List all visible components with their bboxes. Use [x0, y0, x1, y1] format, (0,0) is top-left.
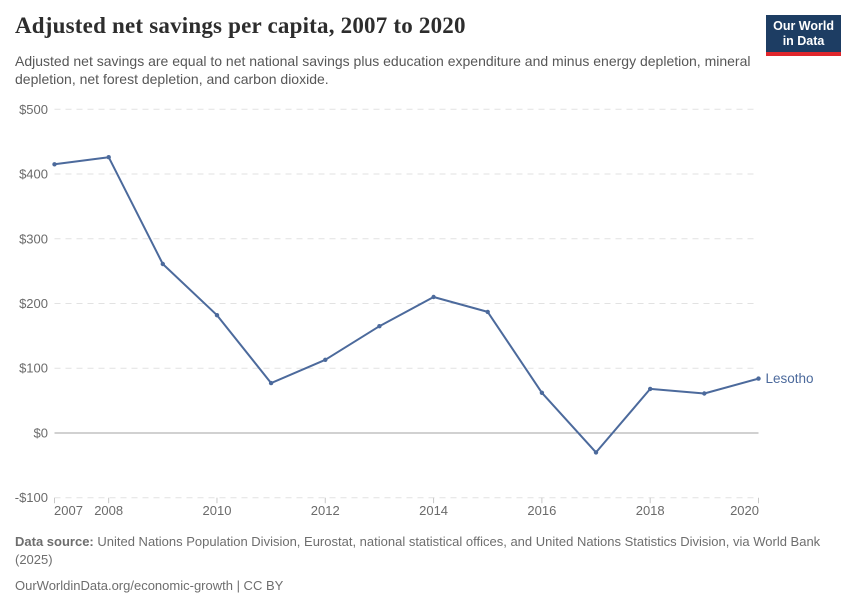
data-point — [756, 376, 761, 381]
data-point — [431, 294, 436, 300]
x-axis-label: 2020 — [730, 503, 759, 518]
page-subtitle: Adjusted net savings are equal to net na… — [15, 53, 751, 88]
x-axis-label: 2007 — [54, 503, 83, 518]
data-source-text: United Nations Population Division, Euro… — [15, 534, 821, 568]
page-title: Adjusted net savings per capita, 2007 to… — [15, 13, 466, 38]
data-point — [160, 261, 165, 267]
data-point — [214, 313, 220, 318]
data-source-label: Data source: — [15, 534, 94, 549]
data-point — [702, 391, 707, 396]
data-point — [52, 162, 57, 167]
data-source-line: Data source: United Nations Population D… — [15, 533, 837, 570]
line-chart-canvas: $500 $400 $300 $200 $100 $0 -$100 2007 2008 2010 2… — [15, 102, 814, 518]
x-axis-label: 2008 — [94, 503, 123, 518]
data-point — [485, 309, 490, 315]
data-point — [268, 380, 274, 386]
data-line — [53, 156, 760, 454]
data-point — [648, 386, 653, 392]
data-point — [539, 390, 545, 395]
y-axis-label: $400 — [19, 167, 48, 182]
y-axis-label: $100 — [19, 361, 48, 376]
x-axis-label: 2014 — [419, 503, 448, 518]
data-point — [377, 324, 382, 329]
x-axis-label: 2016 — [527, 503, 556, 518]
x-axis-label: 2012 — [311, 503, 340, 518]
citation-line: OurWorldinData.org/economic-growth | CC … — [15, 577, 284, 593]
owid-logo-line2: in Data — [782, 33, 825, 48]
y-axis-label: $300 — [19, 231, 48, 246]
x-axis-label: 2018 — [636, 503, 665, 518]
y-axis-label: $200 — [19, 296, 48, 311]
y-axis-label: $500 — [19, 102, 48, 117]
data-point — [106, 155, 111, 160]
x-axis-label: 2010 — [203, 503, 232, 518]
data-point — [323, 357, 328, 362]
data-point — [593, 450, 599, 455]
y-axis-label: -$100 — [15, 490, 48, 505]
y-axis-label: $0 — [34, 425, 48, 440]
chart-footer: Data source: United Nations Population D… — [15, 533, 837, 595]
owid-logo: Our World in Data — [766, 15, 841, 56]
owid-logo-line1: Our World — [773, 19, 834, 33]
entity-label: Lesotho — [766, 371, 814, 386]
